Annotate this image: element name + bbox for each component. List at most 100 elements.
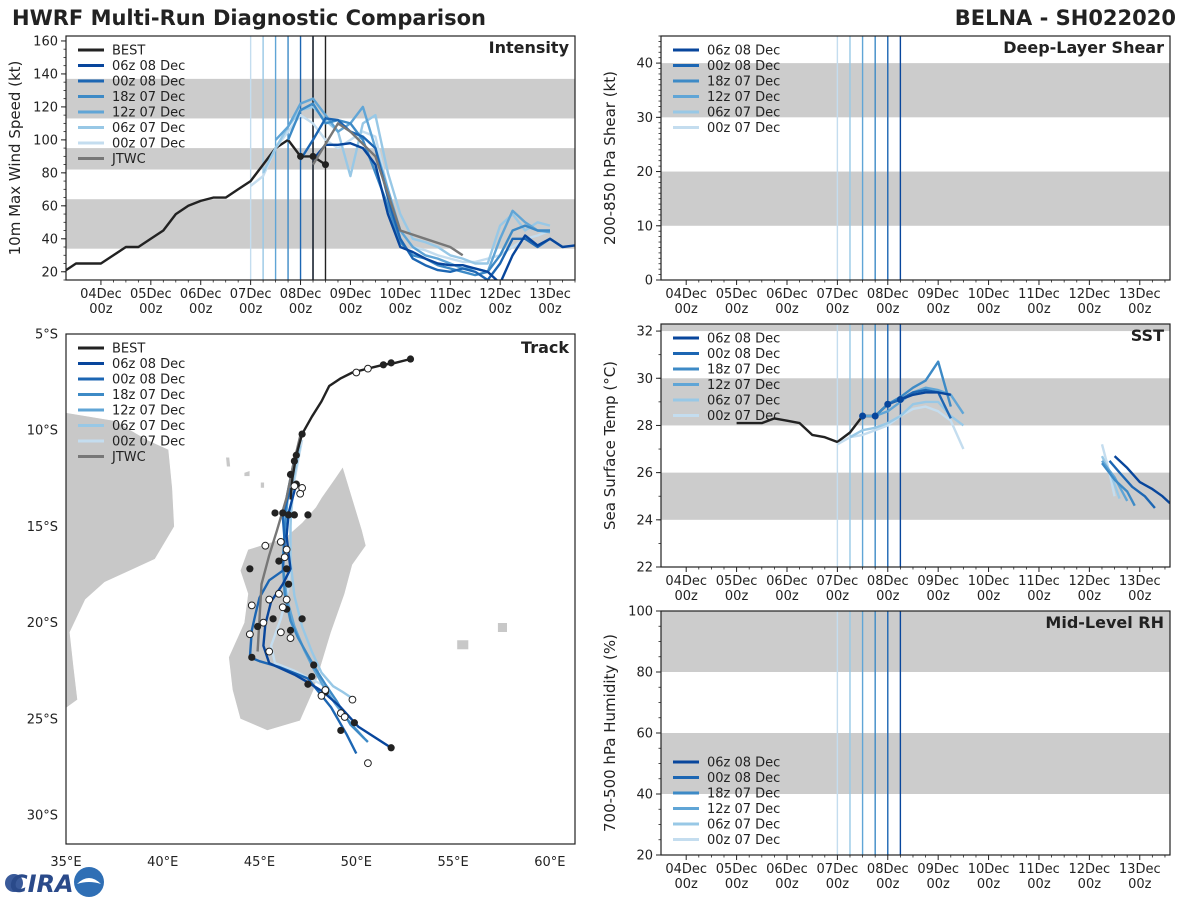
legend-label: 18z 07 Dec bbox=[707, 787, 780, 802]
y-tick-label: 140 bbox=[33, 67, 58, 82]
x-tick-label: 05Dec 00z bbox=[716, 287, 758, 317]
x-tick-hour: 00z bbox=[826, 589, 850, 604]
x-tick-hour: 00z bbox=[89, 302, 113, 317]
threshold-band bbox=[661, 171, 1170, 226]
x-tick-day: 07Dec bbox=[817, 862, 859, 877]
lat-tick-label: 10°S bbox=[27, 424, 58, 439]
x-tick-hour: 00z bbox=[876, 589, 900, 604]
x-tick-hour: 00z bbox=[1128, 877, 1152, 892]
track-point bbox=[406, 355, 415, 363]
legend-label: 00z 08 Dec bbox=[707, 771, 780, 786]
y-tick-label: 40 bbox=[636, 57, 653, 72]
x-tick-label: 06Dec 00z bbox=[766, 862, 808, 892]
track-point-open bbox=[261, 541, 270, 550]
track-point bbox=[246, 565, 254, 573]
y-tick-label: 10 bbox=[636, 219, 653, 234]
legend-label: 18z 07 Dec bbox=[112, 90, 185, 105]
legend-label: 06z 08 Dec bbox=[707, 332, 780, 347]
track-line bbox=[289, 445, 356, 701]
x-tick-label: 08Dec 00z bbox=[280, 287, 322, 317]
x-tick-hour: 00z bbox=[977, 589, 1001, 604]
x-tick-label: 07Dec 00z bbox=[817, 287, 859, 317]
y-axis-label: 10m Max Wind Speed (kt) bbox=[6, 61, 24, 256]
track-point bbox=[298, 615, 306, 623]
legend-label: 00z 08 Dec bbox=[707, 347, 780, 362]
x-tick-hour: 00z bbox=[675, 302, 699, 317]
x-tick-day: 12Dec bbox=[1069, 287, 1111, 302]
x-tick-hour: 00z bbox=[1027, 302, 1051, 317]
panel-title: Deep-Layer Shear bbox=[1003, 38, 1164, 57]
x-tick-day: 12Dec bbox=[1069, 574, 1111, 589]
x-tick-day: 10Dec bbox=[968, 862, 1010, 877]
x-tick-label: 11Dec 00z bbox=[1018, 574, 1060, 604]
y-tick-label: 60 bbox=[636, 727, 653, 742]
track-point bbox=[379, 361, 387, 369]
threshold-band bbox=[661, 733, 1170, 794]
lon-tick-label: 60°E bbox=[534, 855, 565, 870]
track-point bbox=[337, 726, 345, 735]
figure-title: HWRF Multi-Run Diagnostic Comparison bbox=[12, 6, 486, 30]
legend-label: 00z 08 Dec bbox=[707, 59, 780, 74]
x-tick-label: 09Dec 00z bbox=[330, 287, 372, 317]
x-tick-day: 04Dec bbox=[665, 574, 707, 589]
africa-coast bbox=[66, 412, 175, 709]
x-tick-label: 07Dec 00z bbox=[817, 574, 859, 604]
x-tick-hour: 00z bbox=[538, 302, 562, 317]
x-tick-label: 06Dec 00z bbox=[766, 287, 808, 317]
y-tick-label: 40 bbox=[636, 788, 653, 803]
lon-tick-label: 40°E bbox=[147, 855, 178, 870]
x-tick-hour: 00z bbox=[725, 302, 749, 317]
y-tick-label: 30 bbox=[636, 372, 653, 387]
track-point bbox=[286, 470, 295, 479]
track-point-open bbox=[274, 589, 283, 598]
legend-label: 00z 08 Dec bbox=[112, 373, 185, 388]
y-tick-label: 80 bbox=[636, 666, 653, 681]
x-tick-day: 11Dec bbox=[429, 287, 471, 302]
legend-label: BEST bbox=[112, 44, 145, 59]
x-tick-label: 11Dec 00z bbox=[1018, 287, 1060, 317]
lat-tick-label: 20°S bbox=[27, 616, 58, 631]
x-tick-day: 09Dec bbox=[330, 287, 372, 302]
plot-frame bbox=[660, 323, 1171, 568]
x-tick-hour: 00z bbox=[389, 302, 413, 317]
x-tick-label: 10Dec 00z bbox=[968, 287, 1010, 317]
x-tick-day: 08Dec bbox=[867, 287, 909, 302]
logo-text: CIRA bbox=[10, 870, 74, 898]
series-line bbox=[262, 105, 551, 265]
x-tick-label: 04Dec 00z bbox=[80, 287, 122, 317]
x-tick-day: 06Dec bbox=[766, 287, 808, 302]
x-tick-hour: 00z bbox=[1078, 877, 1102, 892]
comoros-island bbox=[225, 456, 231, 468]
x-tick-day: 04Dec bbox=[80, 287, 122, 302]
legend-label: JTWC bbox=[111, 450, 146, 465]
legend-label: 00z 07 Dec bbox=[707, 409, 780, 424]
track-point bbox=[271, 509, 279, 517]
x-tick-day: 06Dec bbox=[766, 862, 808, 877]
track-point-open bbox=[276, 537, 285, 546]
x-tick-hour: 00z bbox=[926, 302, 950, 317]
x-tick-day: 09Dec bbox=[917, 862, 959, 877]
y-tick-label: 28 bbox=[636, 419, 653, 434]
x-tick-hour: 00z bbox=[675, 589, 699, 604]
x-tick-day: 13Dec bbox=[1119, 862, 1161, 877]
logo-globe-icon bbox=[5, 874, 23, 892]
threshold-band bbox=[661, 324, 1170, 332]
x-tick-hour: 00z bbox=[876, 302, 900, 317]
panel-title: Mid-Level RH bbox=[1045, 613, 1164, 632]
plot-frame bbox=[65, 35, 576, 281]
x-tick-day: 13Dec bbox=[1119, 574, 1161, 589]
y-tick-label: 80 bbox=[41, 166, 58, 181]
x-tick-hour: 00z bbox=[1078, 302, 1102, 317]
legend-label: 00z 07 Dec bbox=[707, 121, 780, 136]
track-point bbox=[290, 457, 298, 465]
x-tick-label: 06Dec 00z bbox=[180, 287, 222, 317]
track-point bbox=[304, 680, 312, 688]
legend-label: 06z 08 Dec bbox=[707, 756, 780, 771]
y-tick-label: 60 bbox=[41, 199, 58, 214]
legend-label: 06z 07 Dec bbox=[707, 106, 780, 121]
threshold-band bbox=[661, 63, 1170, 118]
